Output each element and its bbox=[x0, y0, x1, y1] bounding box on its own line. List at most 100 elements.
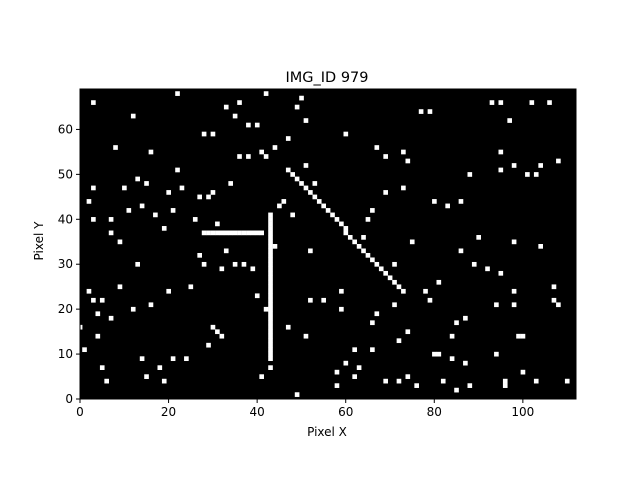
noise-pixel bbox=[321, 297, 326, 303]
noise-pixel bbox=[139, 356, 145, 362]
horizontal-line-pixel bbox=[228, 230, 233, 236]
noise-pixel bbox=[520, 369, 526, 375]
noise-pixel bbox=[219, 266, 225, 272]
diagonal-line-pixel bbox=[330, 212, 335, 218]
noise-pixel bbox=[175, 91, 180, 96]
noise-pixel bbox=[370, 347, 375, 353]
noise-pixel bbox=[210, 190, 216, 195]
noise-pixel bbox=[529, 100, 535, 105]
noise-pixel bbox=[210, 324, 216, 330]
vertical-line-pixel bbox=[268, 324, 273, 330]
horizontal-line-pixel bbox=[223, 230, 229, 236]
vertical-line-pixel bbox=[268, 235, 273, 240]
vertical-line-pixel bbox=[268, 320, 273, 326]
noise-pixel bbox=[179, 185, 185, 191]
noise-pixel bbox=[352, 347, 357, 353]
vertical-line-pixel bbox=[268, 279, 273, 285]
noise-pixel bbox=[228, 181, 233, 186]
y-tick-label: 0 bbox=[65, 392, 73, 406]
noise-pixel bbox=[272, 145, 278, 150]
noise-pixel bbox=[232, 261, 238, 267]
vertical-line-pixel bbox=[268, 239, 273, 245]
noise-pixel bbox=[263, 154, 269, 159]
vertical-line-pixel bbox=[268, 297, 273, 303]
noise-pixel bbox=[148, 149, 154, 155]
diagonal-line-pixel bbox=[294, 176, 300, 182]
noise-pixel bbox=[219, 333, 225, 339]
chart-title: IMG_ID 979 bbox=[286, 70, 369, 86]
noise-pixel bbox=[471, 261, 477, 267]
noise-pixel bbox=[463, 315, 468, 321]
noise-pixel bbox=[551, 284, 557, 290]
noise-pixel bbox=[498, 149, 504, 155]
horizontal-line-pixel bbox=[259, 230, 264, 236]
noise-pixel bbox=[467, 172, 473, 177]
noise-pixel bbox=[383, 190, 388, 195]
diagonal-line-pixel bbox=[396, 284, 402, 290]
noise-pixel bbox=[343, 131, 349, 137]
noise-pixel bbox=[290, 212, 295, 218]
noise-pixel bbox=[281, 199, 287, 204]
noise-pixel bbox=[489, 100, 495, 105]
noise-pixel bbox=[511, 288, 517, 294]
noise-pixel bbox=[144, 374, 149, 379]
vertical-line-pixel bbox=[268, 244, 273, 249]
noise-pixel bbox=[259, 149, 264, 155]
diagonal-line-pixel bbox=[312, 194, 318, 200]
noise-pixel bbox=[520, 333, 526, 339]
noise-pixel bbox=[423, 288, 428, 294]
noise-pixel bbox=[272, 244, 278, 249]
noise-pixel bbox=[303, 333, 309, 339]
noise-pixel bbox=[95, 333, 101, 339]
y-tick-label: 40 bbox=[58, 212, 73, 226]
x-tick-label: 60 bbox=[338, 405, 353, 419]
vertical-line-pixel bbox=[268, 347, 273, 353]
diagonal-line-pixel bbox=[356, 244, 362, 249]
noise-pixel bbox=[206, 342, 211, 348]
noise-pixel bbox=[533, 172, 539, 177]
noise-pixel bbox=[108, 230, 114, 236]
diagonal-line-pixel bbox=[343, 226, 349, 231]
vertical-line-pixel bbox=[268, 311, 273, 317]
noise-pixel bbox=[414, 383, 419, 388]
noise-pixel bbox=[334, 369, 340, 375]
noise-pixel bbox=[86, 288, 92, 294]
noise-pixel bbox=[237, 154, 242, 159]
image-background bbox=[80, 89, 576, 399]
noise-pixel bbox=[432, 199, 437, 204]
diagonal-line-pixel bbox=[299, 181, 304, 186]
diagonal-line-pixel bbox=[334, 217, 340, 222]
y-tick-label: 30 bbox=[58, 257, 73, 271]
vertical-line-pixel bbox=[268, 257, 273, 263]
noise-pixel bbox=[449, 356, 455, 362]
noise-pixel bbox=[370, 320, 375, 326]
horizontal-line-pixel bbox=[210, 230, 216, 236]
noise-pixel bbox=[339, 306, 344, 312]
horizontal-line-pixel bbox=[237, 230, 242, 236]
noise-pixel bbox=[188, 284, 194, 290]
noise-pixel bbox=[476, 235, 481, 240]
noise-pixel bbox=[370, 208, 375, 213]
y-axis-label: Pixel Y bbox=[32, 221, 46, 261]
noise-pixel bbox=[175, 167, 180, 173]
vertical-line-pixel bbox=[268, 333, 273, 339]
noise-pixel bbox=[538, 244, 543, 249]
noise-pixel bbox=[409, 239, 415, 245]
diagonal-line-pixel bbox=[401, 288, 406, 294]
noise-pixel bbox=[135, 261, 140, 267]
vertical-line-pixel bbox=[268, 212, 273, 218]
noise-pixel bbox=[130, 306, 136, 312]
noise-pixel bbox=[122, 185, 127, 191]
noise-pixel bbox=[285, 324, 291, 330]
noise-pixel bbox=[445, 203, 450, 209]
noise-pixel bbox=[197, 194, 202, 200]
noise-pixel bbox=[91, 185, 96, 191]
noise-pixel bbox=[401, 185, 406, 191]
vertical-line-pixel bbox=[268, 306, 273, 312]
noise-pixel bbox=[197, 252, 202, 258]
noise-pixel bbox=[365, 217, 371, 222]
noise-pixel bbox=[449, 333, 455, 339]
x-tick-label: 100 bbox=[511, 405, 534, 419]
vertical-line-pixel bbox=[268, 338, 273, 344]
